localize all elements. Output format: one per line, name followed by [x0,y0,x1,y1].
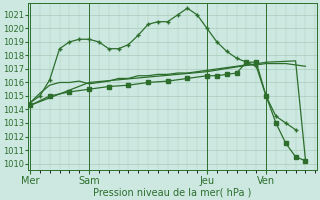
X-axis label: Pression niveau de la mer( hPa ): Pression niveau de la mer( hPa ) [93,187,252,197]
